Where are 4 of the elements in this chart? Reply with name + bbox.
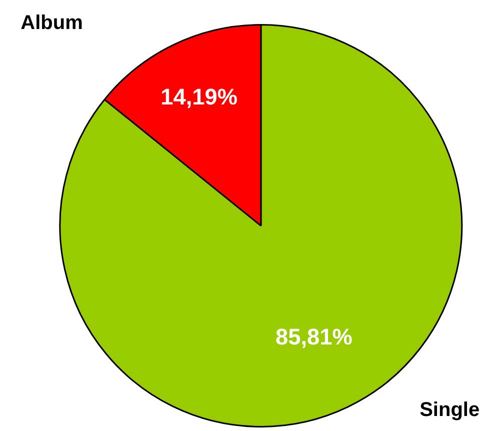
data-label: 85,81% [276,324,352,350]
data-label: 14,19% [160,83,238,110]
slice-label: Album [20,12,83,34]
slice-label: Single [420,399,480,421]
